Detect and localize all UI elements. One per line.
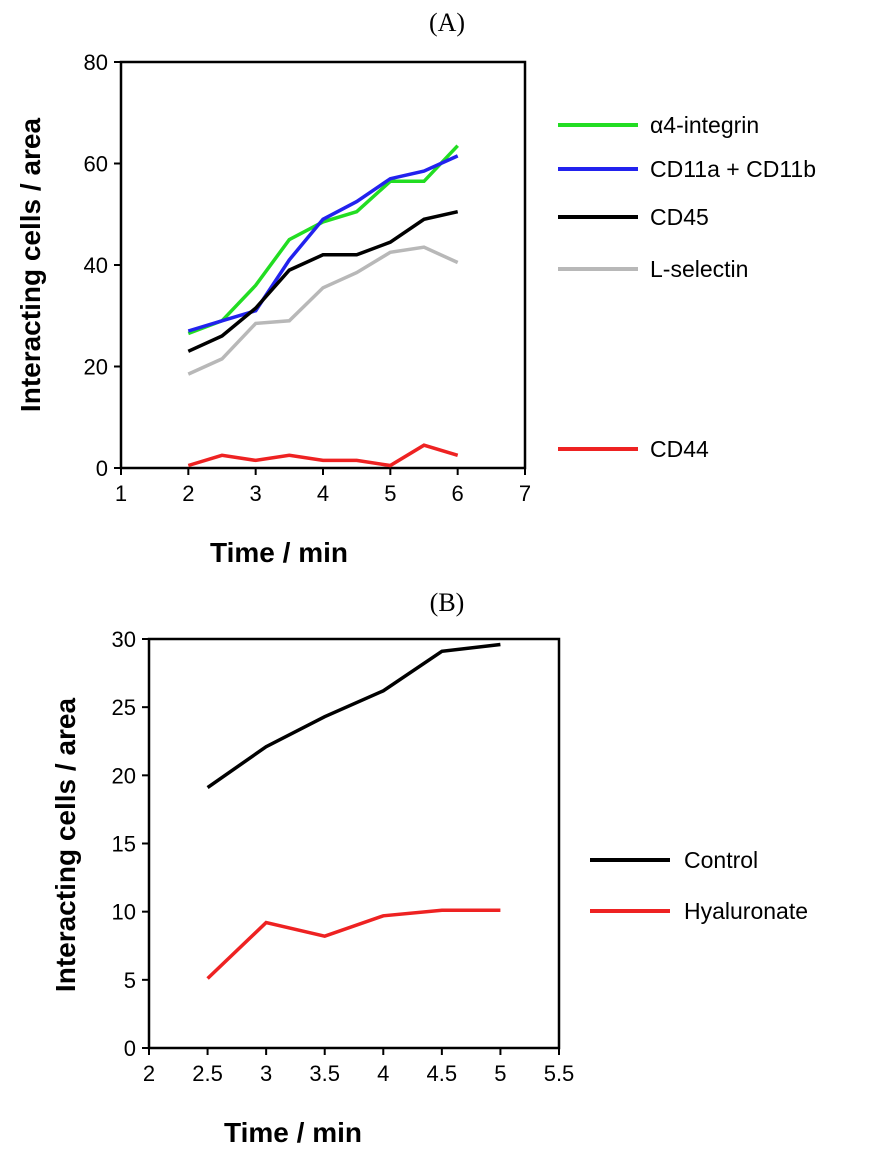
legend-label-cd44: CD44 [650,436,709,462]
x-tick-label: 5 [384,481,396,506]
series-lines-a [187,144,459,468]
x-tick-label: 6 [452,481,464,506]
x-tick-label: 4.5 [427,1061,458,1086]
x-tick-label: 7 [519,481,531,506]
legend-label-cd45: CD45 [650,204,709,230]
x-axis-title-a: Time / min [210,537,348,568]
legend-label-hyaluronate: Hyaluronate [684,898,808,924]
series-lines-b [206,642,501,980]
plot-frame-a [119,60,527,470]
x-tick-label: 3.5 [309,1061,340,1086]
y-tick-label: 5 [124,968,136,993]
y-tick-label: 40 [84,253,108,278]
x-tick-label: 2.5 [192,1061,223,1086]
x-tick-label: 3 [250,481,262,506]
series-line-cd44 [187,443,459,468]
legend-b: Control Hyaluronate [590,847,808,924]
y-tick-label: 20 [112,763,136,788]
series-line-control [206,642,501,790]
x-tick-label: 2 [143,1061,155,1086]
y-tick-label: 60 [84,152,108,177]
y-tick-label: 0 [124,1036,136,1061]
y-axis-title-b: Interacting cells / area [50,698,81,993]
x-tick-label: 1 [115,481,127,506]
series-line-hyaluronate [206,908,501,980]
axes-a: 0 20 40 60 80 1 2 3 4 5 6 7 [84,50,532,506]
chart-panel-a: (A) 0 20 40 60 80 1 2 3 4 5 6 7 Time / min Interact… [15,8,816,568]
x-tick-label: 5 [494,1061,506,1086]
x-tick-label: 5.5 [544,1061,575,1086]
panel-label-b: (B) [430,588,465,617]
y-axis-title-a: Interacting cells / area [15,118,46,413]
legend-a: α4-integrin CD11a + CD11b CD45 L-selectin CD… [558,112,816,462]
y-tick-label: 0 [96,456,108,481]
y-tick-label: 10 [112,900,136,925]
y-tick-label: 25 [112,695,136,720]
x-tick-label: 3 [260,1061,272,1086]
y-tick-label: 30 [112,627,136,652]
series-line-cd11a-cd11b [187,154,459,333]
plot-frame-b [147,637,561,1050]
x-axis-title-b: Time / min [224,1117,362,1148]
series-line-l-selectin [187,245,459,376]
legend-label-l-selectin: L-selectin [650,256,748,282]
axes-b: 0 5 10 15 20 25 30 2 2.5 3 3.5 4 4.5 5 5.5 [112,627,575,1086]
y-tick-label: 80 [84,50,108,75]
y-tick-label: 15 [112,832,136,857]
y-tick-label: 20 [84,355,108,380]
legend-label-cd11a-cd11b: CD11a + CD11b [650,156,816,182]
x-tick-label: 2 [182,481,194,506]
series-line-cd45 [187,209,459,353]
legend-label-4-integrin: α4-integrin [650,112,759,138]
legend-label-control: Control [684,847,758,873]
x-tick-label: 4 [317,481,329,506]
chart-panel-b: (B) 0 5 10 15 20 25 30 2 2.5 3 3.5 4 4.5 5 5.5 Time / … [50,588,808,1148]
x-tick-label: 4 [377,1061,389,1086]
panel-label-a: (A) [429,8,465,37]
